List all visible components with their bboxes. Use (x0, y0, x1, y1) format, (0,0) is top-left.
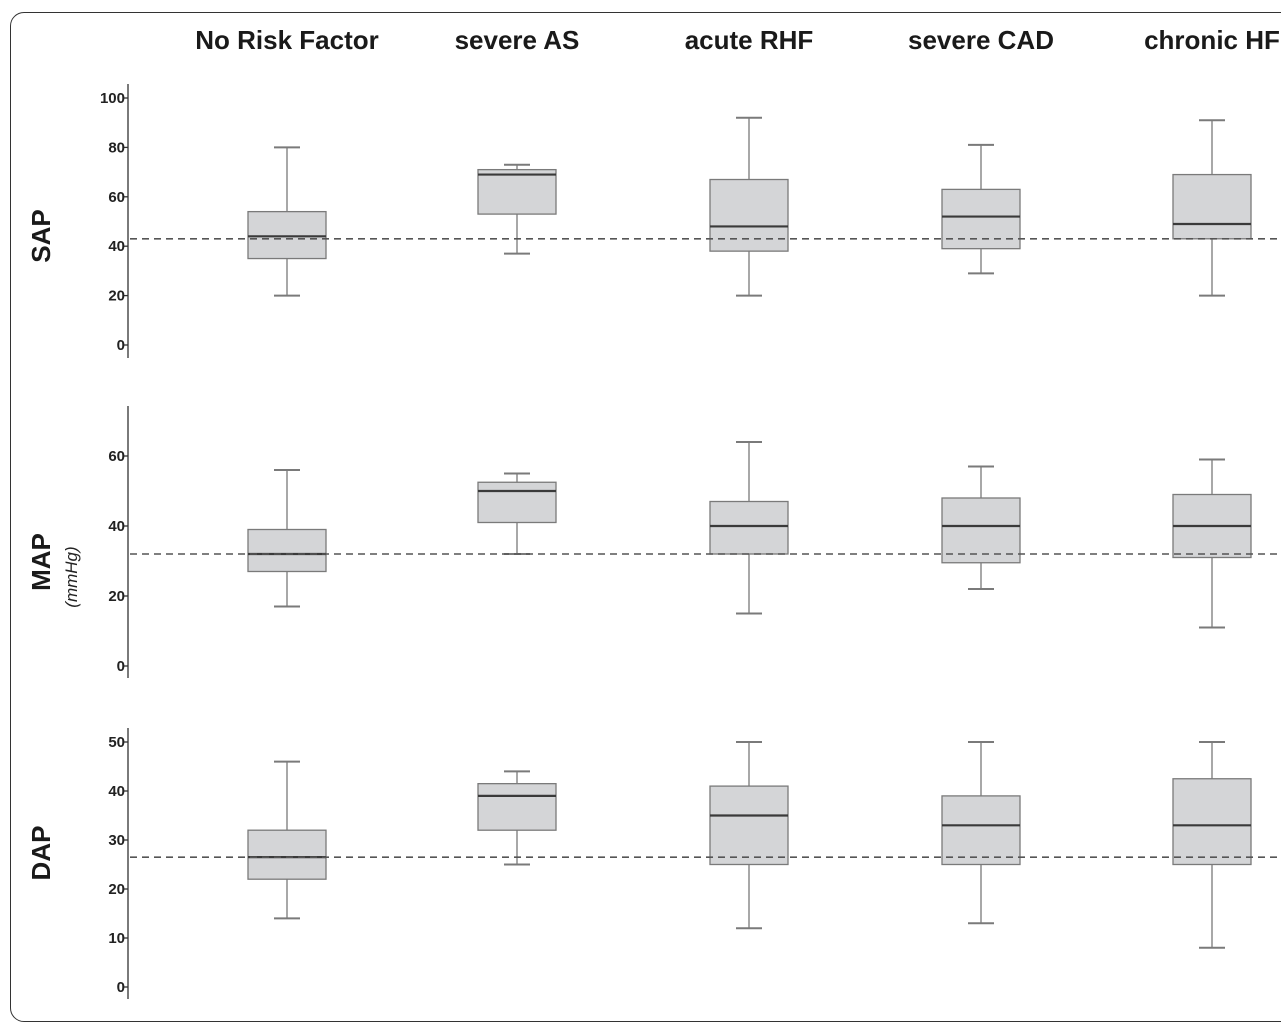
y-tick-label: 20 (108, 588, 125, 605)
box-4 (941, 143, 1021, 275)
boxplot-figure: No Risk Factor severe AS acute RHF severe C… (26, 25, 1281, 999)
iqr-box (709, 178, 789, 252)
y-tick-label: 80 (108, 139, 125, 156)
iqr-box (1172, 173, 1252, 240)
box-4 (941, 465, 1021, 590)
y-tick-label: 60 (108, 448, 125, 465)
panel-label: SAP (26, 209, 56, 262)
iqr-box (247, 210, 327, 260)
category-label: acute RHF (685, 25, 814, 55)
panel-dap: 0 10 20 30 40 50 DAP (26, 728, 1281, 999)
y-tick-label: 0 (117, 979, 125, 996)
category-labels: No Risk Factor severe AS acute RHF severe C… (195, 25, 1280, 55)
iqr-box (477, 168, 557, 215)
box-1 (247, 469, 327, 608)
panel-label: DAP (26, 826, 56, 881)
y-tick-label: 30 (108, 832, 125, 849)
y-tick-label: 60 (108, 189, 125, 206)
y-tick-label: 0 (117, 658, 125, 675)
category-label: chronic HF (1144, 25, 1280, 55)
panel-sap: 0 20 40 60 80 100 SAP (26, 84, 1281, 358)
box-3 (709, 441, 789, 615)
y-tick-label: 100 (100, 90, 125, 107)
y-tick-label: 50 (108, 734, 125, 751)
iqr-box (1172, 778, 1252, 866)
unit-label: (mmHg) (62, 546, 81, 607)
y-tick-label: 0 (117, 337, 125, 354)
y-tick-label: 20 (108, 881, 125, 898)
y-tick-label: 40 (108, 783, 125, 800)
category-label: severe AS (455, 25, 580, 55)
y-tick-label: 40 (108, 518, 125, 535)
box-4 (941, 741, 1021, 925)
panel-label: MAP (26, 533, 56, 591)
panels: 0 20 40 60 80 100 SAP 0 20 40 60 MAP (mmHg) 0 10 20 30 40… (26, 84, 1281, 999)
box-1 (247, 760, 327, 920)
iqr-box (247, 829, 327, 880)
box-2 (477, 770, 557, 866)
iqr-box (709, 785, 789, 866)
iqr-box (941, 795, 1021, 866)
box-3 (709, 741, 789, 930)
y-tick-label: 10 (108, 930, 125, 947)
box-5 (1172, 458, 1252, 629)
iqr-box (709, 500, 789, 555)
iqr-box (477, 783, 557, 831)
category-label: No Risk Factor (195, 25, 379, 55)
iqr-box (477, 481, 557, 524)
iqr-box (247, 528, 327, 573)
y-tick-label: 20 (108, 288, 125, 305)
y-tick-label: 40 (108, 238, 125, 255)
box-3 (709, 116, 789, 297)
iqr-box (941, 188, 1021, 250)
box-2 (477, 163, 557, 255)
iqr-box (941, 497, 1021, 564)
panel-map: 0 20 40 60 MAP (mmHg) (26, 406, 1281, 678)
box-5 (1172, 119, 1252, 297)
box-1 (247, 146, 327, 297)
category-label: severe CAD (908, 25, 1054, 55)
box-2 (477, 472, 557, 555)
box-5 (1172, 741, 1252, 949)
